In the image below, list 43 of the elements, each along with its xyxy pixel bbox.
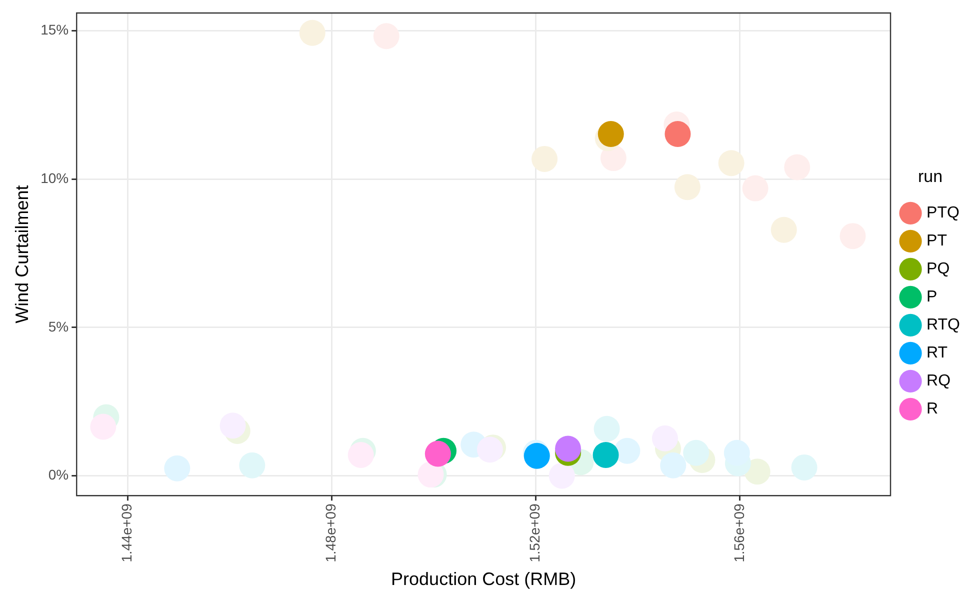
point	[592, 442, 619, 468]
point	[614, 438, 640, 464]
y-tick-label: 15%	[40, 22, 69, 38]
point	[239, 452, 266, 478]
legend-label: R	[926, 400, 938, 418]
point	[664, 121, 691, 148]
point	[770, 216, 797, 243]
legend-label: RTQ	[926, 316, 960, 334]
y-axis-title: Wind Curtailment	[12, 185, 32, 324]
point	[594, 416, 620, 442]
point	[724, 440, 750, 466]
point	[532, 146, 558, 172]
legend-label: PT	[926, 232, 948, 250]
y-tick-label: 10%	[40, 170, 69, 186]
point	[660, 452, 686, 478]
legend-label: PTQ	[926, 204, 960, 222]
point	[299, 20, 326, 46]
point	[348, 442, 374, 468]
legend-label: PQ	[926, 260, 950, 278]
point	[555, 436, 582, 462]
point	[598, 121, 624, 148]
x-tick-label: 1.48e+09	[322, 503, 339, 562]
legend-label: P	[926, 288, 938, 306]
x-tick-label: 1.44e+09	[118, 503, 135, 562]
point	[220, 412, 246, 439]
point	[744, 458, 770, 485]
point	[652, 425, 678, 452]
point	[90, 414, 116, 440]
point	[674, 174, 700, 200]
y-tick-label: 5%	[48, 318, 69, 334]
legend-label: RQ	[926, 372, 951, 390]
y-tick-label: 0%	[48, 466, 69, 483]
x-tick-label: 1.56e+09	[730, 503, 747, 562]
point	[164, 455, 190, 482]
legend-label: RT	[926, 344, 948, 362]
point	[791, 454, 818, 480]
point	[548, 462, 575, 489]
point	[683, 440, 710, 466]
x-tick-label: 1.52e+09	[526, 503, 543, 562]
point	[424, 440, 451, 467]
point	[718, 150, 744, 176]
x-axis-title: Production Cost (RMB)	[391, 569, 576, 590]
legend-title: run	[918, 166, 943, 186]
